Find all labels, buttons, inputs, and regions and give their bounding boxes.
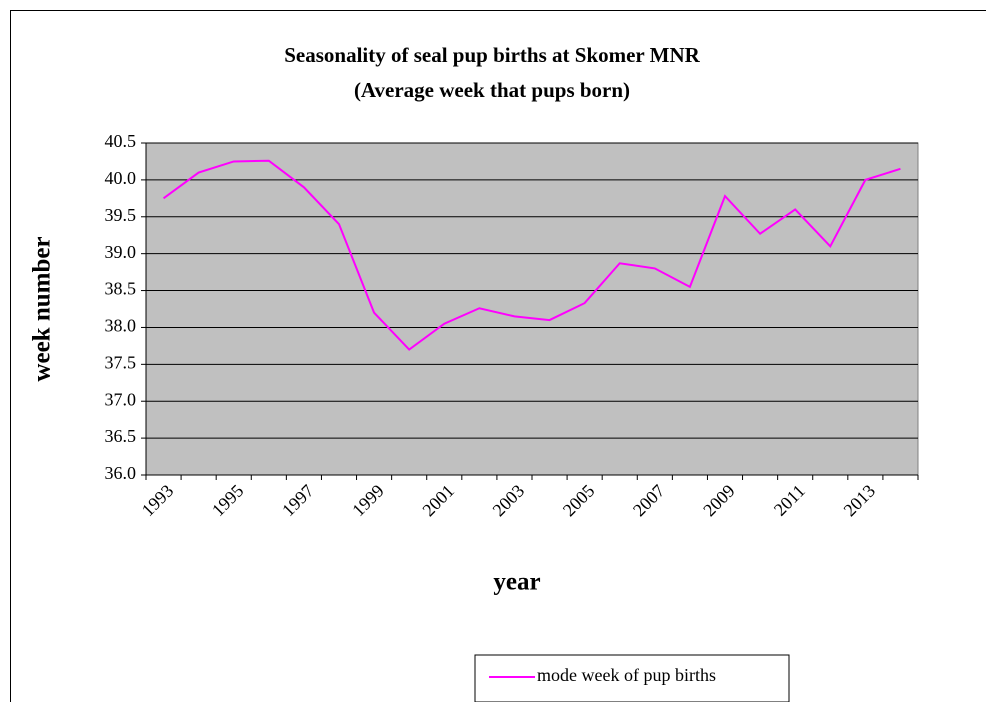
y-tick-label: 38.0 — [105, 316, 137, 336]
chart-subtitle: (Average week that pups born) — [354, 78, 630, 102]
y-tick-label: 36.0 — [105, 463, 137, 483]
x-tick-label: 2013 — [840, 481, 880, 521]
y-tick-label: 37.0 — [105, 389, 137, 409]
y-tick-label: 40.0 — [105, 168, 137, 188]
legend-box — [474, 654, 790, 702]
x-tick-label: 2003 — [489, 481, 529, 521]
x-tick-label: 1995 — [208, 481, 248, 521]
y-tick-label: 39.5 — [105, 205, 137, 225]
chart-frame — [10, 10, 986, 702]
y-tick-label: 39.0 — [105, 242, 137, 262]
x-tick-label: 2001 — [418, 481, 458, 521]
x-tick-label: 2007 — [629, 481, 669, 521]
x-tick-label: 2005 — [559, 481, 599, 521]
x-tick-label: 1993 — [138, 481, 178, 521]
y-axis-title: week number — [29, 236, 56, 381]
y-tick-label: 36.5 — [105, 426, 137, 446]
data-line — [162, 159, 901, 351]
y-tick-label: 37.5 — [105, 352, 137, 372]
y-tick-label: 38.5 — [105, 279, 137, 299]
y-tick-label: 40.5 — [105, 131, 137, 151]
x-axis-title: year — [493, 569, 540, 596]
x-tick-label: 1997 — [278, 481, 318, 521]
x-tick-label: 1999 — [348, 481, 388, 521]
x-tick-label: 2011 — [770, 481, 809, 520]
legend-label: mode week of pup births — [537, 665, 716, 685]
chart-title: Seasonality of seal pup births at Skomer… — [284, 43, 700, 67]
plot-area — [145, 142, 919, 476]
x-tick-label: 2009 — [699, 481, 739, 521]
